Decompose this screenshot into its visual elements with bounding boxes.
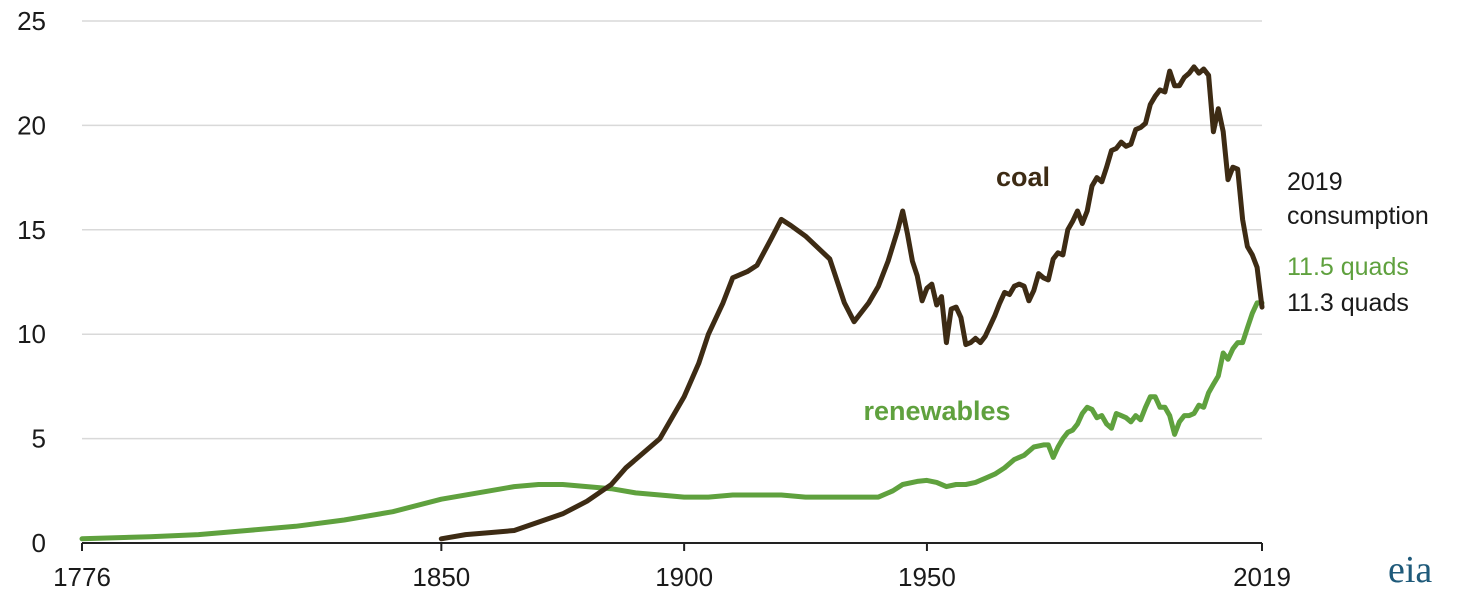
- renewables-line: [79, 300, 1265, 542]
- y-axis-ticks: 0 5 10 15 20 25: [17, 6, 46, 558]
- x-tick-label: 1950: [898, 562, 956, 590]
- y-tick-label: 25: [17, 6, 46, 36]
- y-tick-label: 20: [17, 110, 46, 140]
- y-tick-label: 0: [32, 528, 46, 558]
- x-tick-label: 1900: [655, 562, 713, 590]
- x-tick-label: 1776: [53, 562, 111, 590]
- x-axis-ticks: 1776 1850 1900 1950 2019: [53, 543, 1291, 590]
- series-lines: [79, 64, 1265, 542]
- renewables-series-label: renewables: [863, 396, 1010, 426]
- gridlines: [82, 20, 1262, 440]
- x-tick-label: 1850: [412, 562, 470, 590]
- y-tick-label: 10: [17, 319, 46, 349]
- x-tick-label: 2019: [1233, 562, 1291, 590]
- callout-renewables-value: 11.5 quads: [1287, 253, 1409, 281]
- callout-heading: consumption: [1287, 202, 1429, 230]
- coal-line: [438, 64, 1265, 542]
- y-tick-label: 15: [17, 215, 46, 245]
- y-tick-label: 5: [32, 424, 46, 454]
- callout-coal-value: 11.3 quads: [1287, 289, 1409, 317]
- eia-logo: eia: [1388, 549, 1432, 590]
- coal-series-label: coal: [996, 162, 1050, 192]
- callout-year: 2019: [1287, 168, 1343, 196]
